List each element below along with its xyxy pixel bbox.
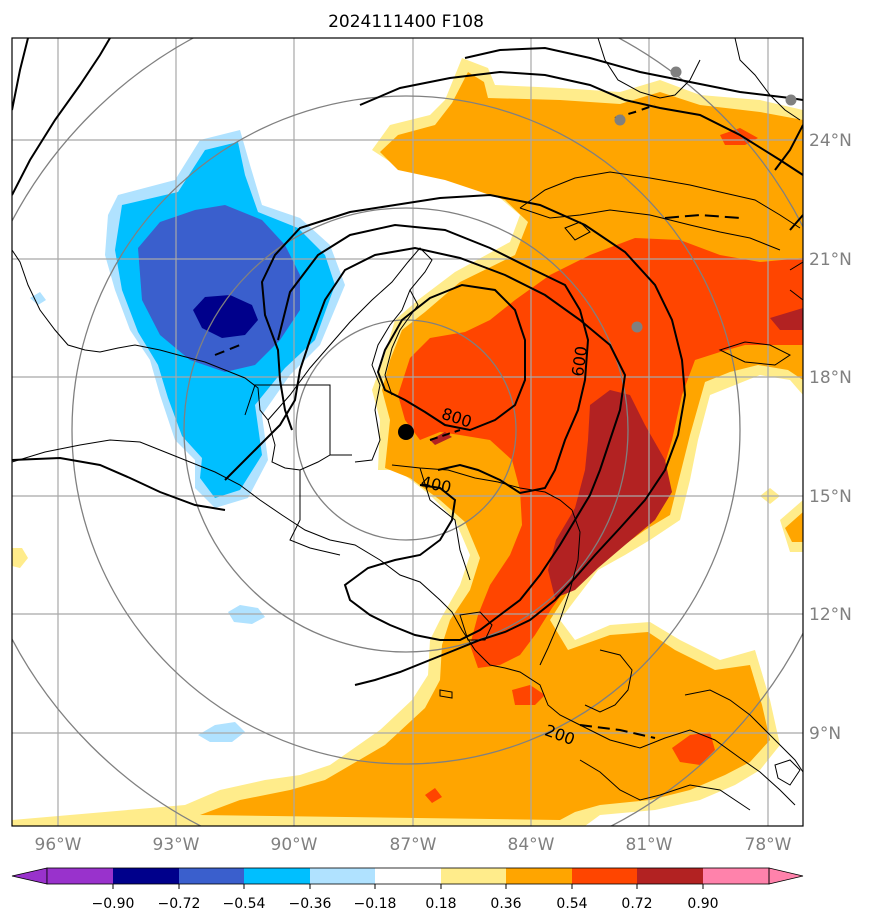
longitude-labels: 96°W 93°W 90°W 87°W 84°W 81°W 78°W	[35, 835, 792, 855]
cuba-south	[519, 207, 781, 251]
colorbar-segment	[506, 868, 572, 884]
colorbar-segment	[572, 868, 637, 884]
panama-coast	[579, 724, 796, 806]
contour-800	[376, 283, 526, 432]
negative-anomaly-fill	[30, 130, 345, 742]
colorbar-frame	[46, 867, 770, 885]
orange-red-patch-4	[425, 788, 442, 803]
storm-center-marker	[398, 424, 414, 440]
station-marker	[631, 321, 643, 333]
colorbar-over-arrow	[768, 867, 804, 885]
contour-dash2	[664, 213, 741, 219]
colombia-border	[774, 759, 801, 786]
lon-label: 90°W	[271, 835, 318, 855]
contour-400	[224, 246, 627, 641]
contour-right	[774, 124, 803, 231]
orange-red-patch-2	[672, 732, 715, 765]
yucatan-east-coast	[384, 289, 419, 396]
lon-label: 78°W	[745, 835, 792, 855]
station-marker	[614, 114, 626, 126]
height-contours	[12, 38, 803, 739]
hispaniola-edge	[789, 261, 803, 301]
colorbar-segment	[375, 868, 441, 884]
bay-islands	[439, 689, 453, 699]
contour-top	[359, 70, 803, 176]
pacific-coast-mexico	[12, 439, 581, 726]
station-marker	[670, 66, 682, 78]
colorbar-tick-label: −0.36	[289, 896, 332, 912]
figure-title: 2024111400 F108	[328, 12, 484, 32]
contour-label-600: 600	[568, 345, 591, 378]
lon-label: 93°W	[153, 835, 200, 855]
contour-left2	[12, 38, 111, 196]
colorbar-tick-label: 0.36	[490, 896, 521, 912]
colorbar-tick-label: −0.72	[158, 896, 201, 912]
contour-top2	[464, 46, 803, 101]
light-yellow-edge-1	[12, 548, 28, 568]
latitude-labels: 24°N 21°N 18°N 15°N 12°N 9°N	[809, 131, 852, 744]
cuba-coast	[519, 171, 801, 229]
central-america-border-1	[289, 470, 341, 556]
contour-dash3	[214, 344, 241, 356]
caribbean-panama-coast	[584, 649, 633, 713]
colorbar-segment	[47, 868, 113, 884]
isle-youth	[564, 221, 591, 241]
orange-edge-patch	[785, 512, 803, 542]
colorbar: −0.90 −0.72 −0.54 −0.36 −0.18 0.18 0.36 …	[11, 867, 804, 912]
small-blue-patch-2	[198, 722, 245, 742]
lat-label: 18°N	[809, 368, 852, 388]
bahamas	[734, 38, 801, 121]
honduras-north-coast	[391, 464, 581, 666]
colorbar-segment	[310, 868, 375, 884]
contour-200b	[260, 193, 687, 686]
colorbar-under-arrow	[11, 867, 48, 885]
map-layers: 800 600 400 200	[12, 38, 803, 826]
small-blue-patch-3	[30, 292, 46, 305]
markers	[398, 66, 797, 440]
firebrick-patch	[770, 308, 803, 330]
colorbar-tick-label: 0.90	[687, 896, 718, 912]
map-frame	[11, 37, 804, 827]
colorbar-tick-label: −0.90	[92, 896, 135, 912]
contour-200	[12, 456, 226, 511]
colorbar-segment	[703, 868, 769, 884]
colorbar-ticks	[112, 884, 704, 889]
yucatan-peninsula	[267, 247, 433, 463]
lon-label: 84°W	[508, 835, 555, 855]
colorbar-segment	[637, 868, 703, 884]
contour-left	[12, 38, 29, 111]
contour-dash5	[429, 429, 461, 441]
mexico-gulf-coast	[12, 249, 352, 471]
colorbar-tick-label: −0.18	[354, 896, 397, 912]
orange-red-patch-1	[512, 685, 545, 705]
colorbar-tick-label: 0.18	[425, 896, 456, 912]
colorbar-tick-label: 0.54	[556, 896, 587, 912]
lat-label: 24°N	[809, 131, 852, 151]
jamaica	[718, 341, 791, 366]
lat-label: 12°N	[809, 605, 852, 625]
colorbar-segment	[244, 868, 310, 884]
lat-label: 9°N	[809, 724, 841, 744]
contour-600	[277, 223, 590, 495]
colorbar-segment	[113, 868, 179, 884]
lat-label: 21°N	[809, 250, 852, 270]
lat-label: 15°N	[809, 487, 852, 507]
lon-label: 81°W	[626, 835, 673, 855]
central-america-border-2	[244, 384, 331, 455]
colorbar-tick-label: 0.72	[621, 896, 652, 912]
colorbar-segment	[179, 868, 244, 884]
panama-south	[579, 759, 751, 811]
colorbar-segment	[441, 868, 506, 884]
contour-dash4	[579, 724, 656, 739]
coastlines	[12, 38, 803, 811]
royal-blue-region	[138, 205, 300, 372]
range-rings	[12, 38, 803, 826]
lon-label: 87°W	[390, 835, 437, 855]
colombia-coast	[684, 689, 803, 773]
colorbar-tick-label: −0.54	[223, 896, 266, 912]
station-marker	[785, 94, 797, 106]
lon-label: 96°W	[35, 835, 82, 855]
central-america-border-3	[419, 467, 471, 581]
